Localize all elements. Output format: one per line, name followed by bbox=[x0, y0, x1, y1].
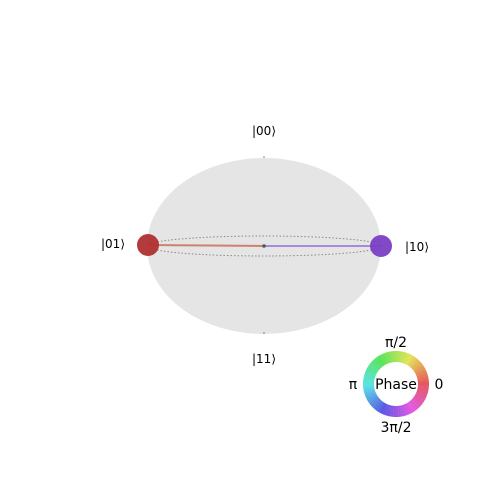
phase-wheel-segment bbox=[368, 396, 380, 406]
phase-wheel-segment bbox=[413, 364, 425, 373]
phase-wheel-segment bbox=[381, 352, 389, 365]
phase-wheel-segment bbox=[393, 405, 397, 417]
phase-wheel-segment bbox=[417, 383, 429, 387]
phase-wheel-segment bbox=[382, 403, 389, 416]
phase-wheel-segment bbox=[407, 401, 416, 413]
phase-wheel-segment bbox=[395, 350, 399, 363]
phase-wheel-segment bbox=[411, 398, 422, 408]
phase-wheel-segment bbox=[405, 354, 413, 365]
phase-wheel-segment bbox=[374, 356, 384, 368]
phase-wheel-segment bbox=[415, 393, 426, 401]
basis-label-00: |00⟩ bbox=[252, 124, 276, 138]
phase-label-zero: 0 bbox=[435, 377, 444, 393]
basis-label-01: |01⟩ bbox=[101, 237, 125, 251]
phase-wheel-segment bbox=[377, 402, 386, 413]
phase-wheel-segment bbox=[363, 385, 375, 390]
phase-wheel-segment bbox=[364, 389, 376, 396]
phase-wheel-segment bbox=[401, 404, 408, 416]
phase-wheel-segment bbox=[363, 381, 375, 385]
phase-wheel-segment bbox=[379, 354, 387, 365]
phase-wheel-segment bbox=[415, 367, 426, 375]
basis-label-10: |10⟩ bbox=[405, 240, 429, 254]
phase-wheel-segment bbox=[401, 352, 408, 364]
phase-wheel-segment bbox=[366, 367, 377, 375]
phase-wheel-segment bbox=[372, 358, 382, 369]
basis-label-11: |11⟩ bbox=[252, 352, 276, 366]
phase-wheel-segment bbox=[408, 400, 418, 412]
state-line-01 bbox=[147, 244, 265, 247]
phase-wheel-segment bbox=[412, 362, 424, 372]
phase-wheel-segment bbox=[384, 404, 391, 416]
phase-wheel-segment bbox=[363, 375, 375, 381]
phase-wheel-segment bbox=[384, 352, 391, 364]
phase-wheel-segment bbox=[363, 387, 375, 393]
phase-wheel-segment bbox=[414, 394, 425, 403]
phase-color-wheel bbox=[363, 350, 429, 417]
phase-wheel-segment bbox=[415, 391, 428, 398]
phase-wheel-segment bbox=[403, 352, 410, 365]
phase-wheel-segment bbox=[411, 360, 422, 370]
phase-wheel-segment bbox=[417, 378, 429, 383]
phase-wheel-segment bbox=[417, 387, 429, 393]
phase-wheel-segment bbox=[417, 385, 429, 390]
phase-wheel-segment bbox=[403, 403, 411, 416]
phase-wheel-segment bbox=[368, 362, 380, 372]
phase-wheel-segment bbox=[364, 372, 376, 379]
phase-wheel-segment bbox=[399, 405, 405, 417]
phase-label-pi-half: π/2 bbox=[385, 335, 407, 351]
phase-label-pi: π bbox=[349, 377, 358, 393]
phase-wheel-segment bbox=[370, 360, 381, 370]
state-dot-10 bbox=[370, 235, 392, 257]
phase-wheel-segment bbox=[408, 356, 418, 368]
phase-wheel-segment bbox=[416, 389, 428, 396]
phase-wheel-segment bbox=[372, 399, 382, 410]
phase-wheel-segment bbox=[415, 369, 428, 377]
phase-wheel-segment bbox=[364, 370, 377, 377]
phase-wheel-segment bbox=[363, 378, 375, 383]
phase-wheel-segment bbox=[406, 355, 415, 366]
phase-wheel-segment bbox=[417, 375, 429, 381]
phase-wheel-segment bbox=[387, 351, 393, 363]
phase-wheel-segment bbox=[367, 395, 379, 404]
phase-wheel-segment bbox=[412, 396, 424, 406]
phase-wheel-segment bbox=[366, 393, 377, 401]
state-dot-01 bbox=[137, 234, 159, 256]
phase-label-three-pi-half: 3π/2 bbox=[381, 420, 412, 436]
phase-wheel-segment bbox=[370, 398, 381, 408]
phase-wheel-segment bbox=[397, 405, 402, 417]
phase-wheel-segment bbox=[390, 405, 395, 417]
phase-wheel-segment bbox=[364, 391, 377, 399]
phase-wheel-segment bbox=[416, 372, 428, 379]
phase-wheel-segment bbox=[387, 405, 393, 417]
sphere-center-dot bbox=[262, 244, 266, 248]
phase-wheel-segment bbox=[410, 358, 420, 369]
phase-wheel-segment bbox=[410, 399, 420, 410]
phase-wheel-segment bbox=[397, 351, 402, 363]
phase-wheel-segment bbox=[379, 403, 387, 414]
phase-wheel-segment bbox=[376, 355, 385, 367]
phase-wheel-center-label: Phase bbox=[375, 377, 417, 393]
phase-wheel-segment bbox=[374, 400, 384, 412]
phase-wheel-segment bbox=[399, 351, 405, 363]
phase-wheel-segment bbox=[367, 365, 378, 374]
phase-wheel-segment bbox=[405, 403, 413, 414]
phase-wheel-segment bbox=[390, 351, 395, 363]
